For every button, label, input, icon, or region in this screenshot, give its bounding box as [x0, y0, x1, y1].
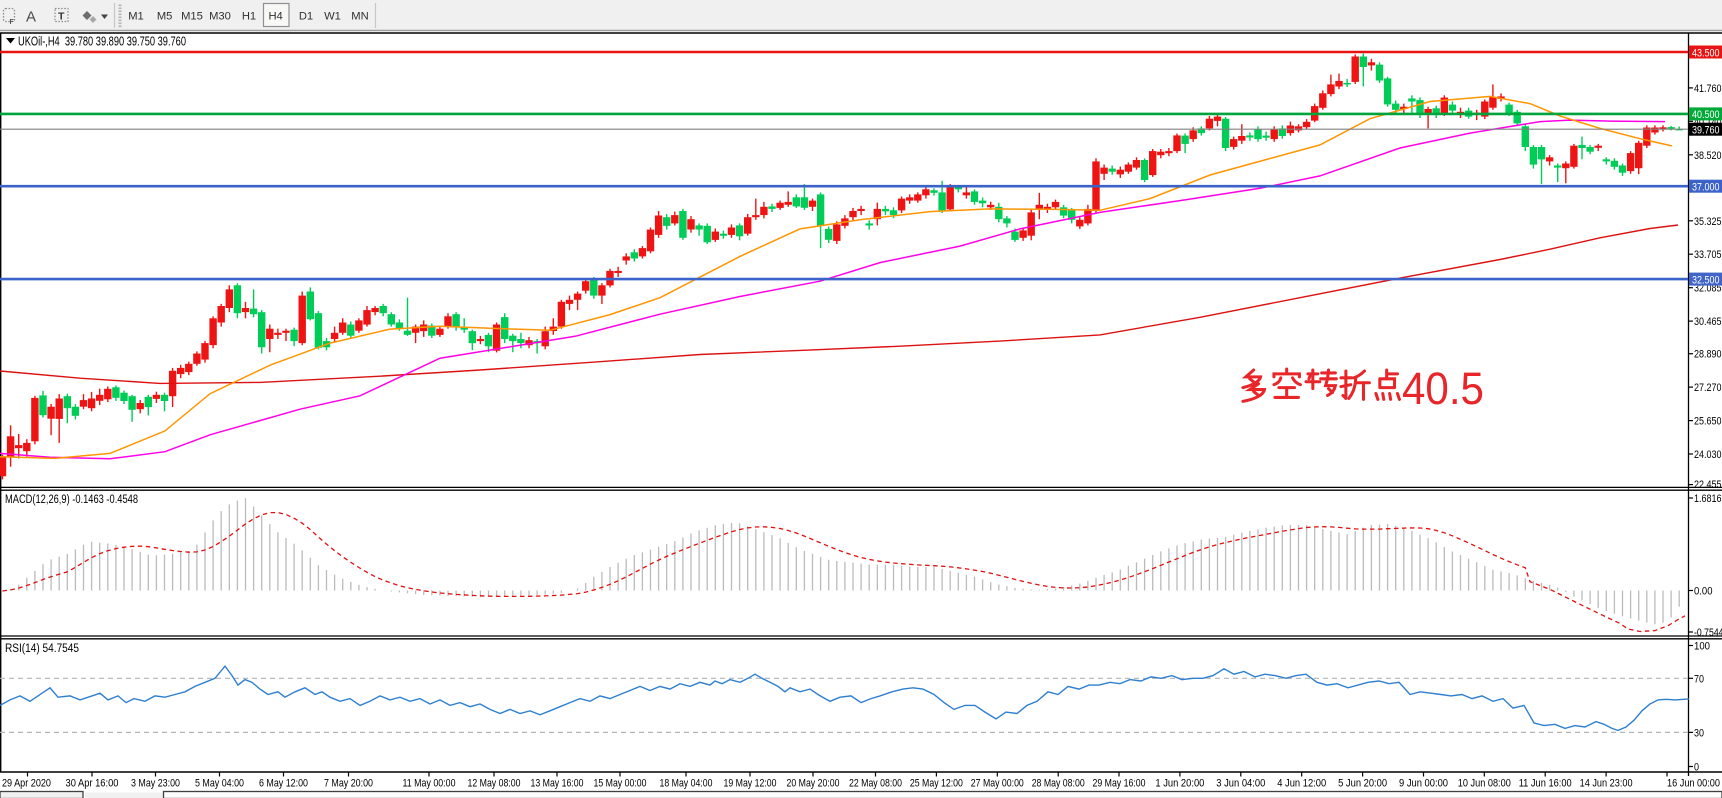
svg-text:15 May 00:00: 15 May 00:00 [594, 778, 647, 790]
svg-text:30.465: 30.465 [1694, 316, 1722, 328]
svg-text:MN: MN [351, 11, 368, 23]
svg-text:M30: M30 [209, 11, 231, 23]
svg-text:22 May 08:00: 22 May 08:00 [849, 778, 902, 790]
svg-text:30: 30 [1694, 727, 1704, 739]
svg-text:3 May 23:00: 3 May 23:00 [131, 778, 180, 790]
svg-text:12 May 08:00: 12 May 08:00 [468, 778, 521, 790]
svg-text:7 May 20:00: 7 May 20:00 [324, 778, 373, 790]
svg-text:40.500: 40.500 [1692, 109, 1720, 121]
svg-text:40.5: 40.5 [1402, 363, 1484, 414]
svg-text:3 Jun 04:00: 3 Jun 04:00 [1216, 778, 1265, 790]
svg-text:22.455: 22.455 [1694, 479, 1722, 491]
svg-text:41.760: 41.760 [1694, 83, 1722, 95]
svg-text:32.500: 32.500 [1692, 274, 1720, 286]
svg-text:24.030: 24.030 [1694, 449, 1722, 461]
svg-text:M5: M5 [157, 11, 173, 23]
svg-text:D1: D1 [299, 11, 313, 23]
svg-text:T: T [58, 11, 65, 23]
svg-text:37.000: 37.000 [1692, 182, 1720, 194]
svg-text:30 Apr 16:00: 30 Apr 16:00 [66, 778, 119, 790]
svg-text:27 May 00:00: 27 May 00:00 [971, 778, 1024, 790]
svg-text:100: 100 [1694, 641, 1710, 653]
svg-text:39.760: 39.760 [1692, 125, 1720, 137]
svg-text:0: 0 [1694, 762, 1699, 774]
svg-text:29 May 16:00: 29 May 16:00 [1093, 778, 1146, 790]
svg-text:5 May 04:00: 5 May 04:00 [195, 778, 244, 790]
svg-text:28.890: 28.890 [1694, 349, 1722, 361]
svg-text:20 May 20:00: 20 May 20:00 [787, 778, 840, 790]
svg-text:A: A [26, 9, 36, 26]
svg-text:29 Apr 2020: 29 Apr 2020 [2, 778, 51, 790]
svg-text:13 May 16:00: 13 May 16:00 [531, 778, 584, 790]
svg-text:M15: M15 [181, 11, 203, 23]
svg-text:38.520: 38.520 [1694, 150, 1722, 162]
svg-text:1 Jun 20:00: 1 Jun 20:00 [1155, 778, 1204, 790]
svg-text:4 Jun 12:00: 4 Jun 12:00 [1277, 778, 1326, 790]
svg-text:25 May 12:00: 25 May 12:00 [910, 778, 963, 790]
svg-text:RSI(14) 54.7545: RSI(14) 54.7545 [5, 643, 79, 655]
svg-text:25.650: 25.650 [1694, 416, 1722, 428]
svg-text:32.085: 32.085 [1694, 283, 1722, 295]
svg-text:-0.7544: -0.7544 [1694, 627, 1722, 639]
svg-text:5 Jun 20:00: 5 Jun 20:00 [1338, 778, 1387, 790]
svg-text:10 Jun 08:00: 10 Jun 08:00 [1458, 778, 1511, 790]
svg-text:F: F [10, 19, 15, 26]
svg-text:9 Jun 00:00: 9 Jun 00:00 [1399, 778, 1448, 790]
svg-text:18 May 04:00: 18 May 04:00 [660, 778, 713, 790]
svg-text:11 Jun 16:00: 11 Jun 16:00 [1519, 778, 1572, 790]
svg-text:70: 70 [1694, 673, 1704, 685]
svg-text:H4: H4 [268, 11, 282, 23]
svg-text:43.500: 43.500 [1692, 47, 1720, 59]
svg-text:MACD(12,26,9) -0.1463 -0.4548: MACD(12,26,9) -0.1463 -0.4548 [5, 494, 138, 506]
svg-text:H1: H1 [242, 11, 256, 23]
svg-text:28 May 08:00: 28 May 08:00 [1032, 778, 1085, 790]
svg-text:11 May 00:00: 11 May 00:00 [403, 778, 456, 790]
svg-text:16 Jun 00:00: 16 Jun 00:00 [1667, 778, 1720, 790]
svg-text:6 May 12:00: 6 May 12:00 [259, 778, 308, 790]
svg-text:M1: M1 [128, 11, 144, 23]
svg-text:W1: W1 [324, 11, 341, 23]
svg-text:33.705: 33.705 [1694, 249, 1722, 261]
svg-text:14 Jun 23:00: 14 Jun 23:00 [1580, 778, 1633, 790]
svg-text:27.270: 27.270 [1694, 382, 1722, 394]
svg-text:UKOil-,H4 39.780 39.890 39.75: UKOil-,H4 39.780 39.890 39.750 39.760 [18, 35, 186, 49]
svg-text:19 May 12:00: 19 May 12:00 [724, 778, 777, 790]
svg-text:0.00: 0.00 [1694, 586, 1713, 598]
svg-text:1.6816: 1.6816 [1694, 493, 1722, 505]
svg-text:35.325: 35.325 [1694, 216, 1722, 228]
